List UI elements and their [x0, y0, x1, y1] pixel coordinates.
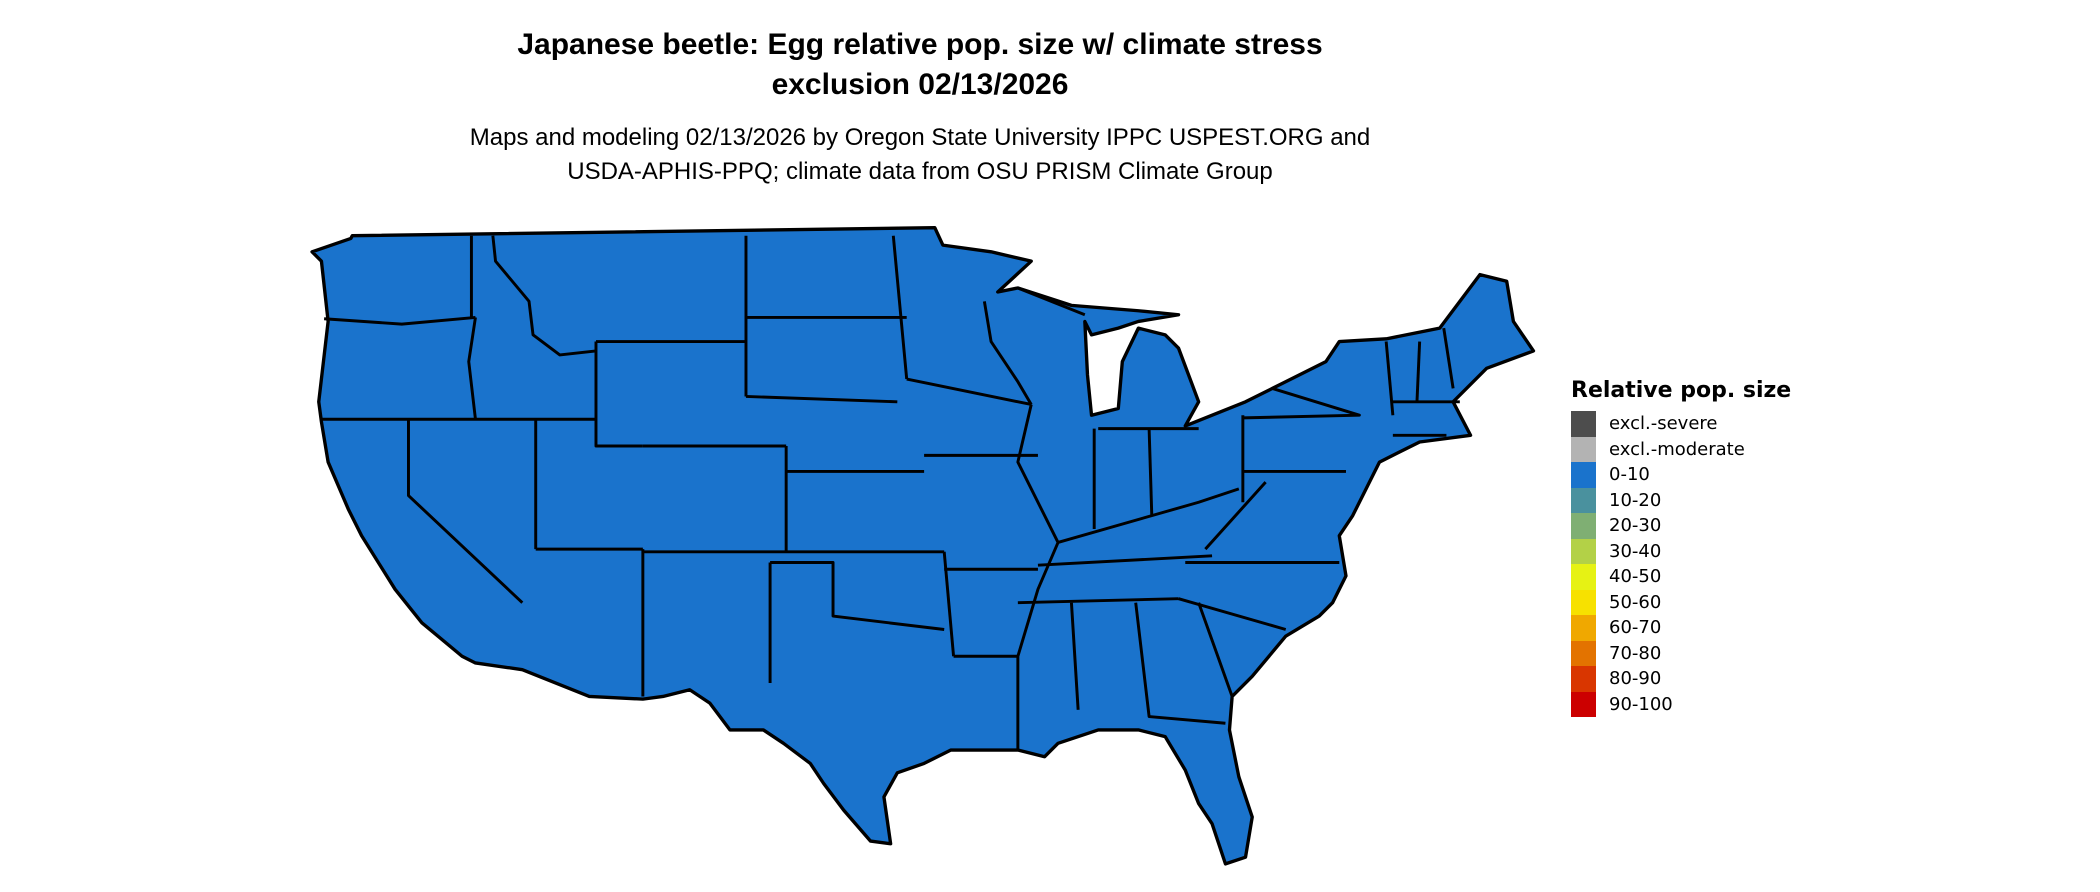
- legend-label: 0-10: [1609, 464, 1650, 486]
- legend-swatch: [1571, 564, 1596, 590]
- legend-label: 60-70: [1609, 617, 1662, 639]
- state-border: [1037, 554, 1213, 567]
- legend-swatch: [1571, 589, 1596, 615]
- state-border: [1017, 286, 1086, 317]
- state-border: [324, 315, 476, 326]
- legend-item: 80-90: [1571, 666, 1791, 692]
- state-border: [982, 301, 1033, 406]
- legend-swatch: [1571, 691, 1596, 717]
- legend-swatch: [1571, 538, 1596, 564]
- legend: Relative pop. size excl.-severe excl.-mod…: [1571, 378, 1791, 717]
- state-border: [467, 317, 477, 420]
- state-border: [1415, 341, 1422, 402]
- legend-swatch: [1571, 615, 1596, 641]
- legend-item: 0-10: [1571, 462, 1791, 488]
- legend-swatch: [1571, 487, 1596, 513]
- legend-item: 90-100: [1571, 691, 1791, 717]
- map-title-line1: Japanese beetle: Egg relative pop. size …: [517, 28, 1323, 61]
- legend-swatch: [1571, 436, 1596, 462]
- legend-label: 30-40: [1609, 540, 1662, 562]
- us-outline: [310, 226, 1536, 866]
- state-borders: [321, 235, 1460, 751]
- legend-item: 30-40: [1571, 538, 1791, 564]
- legend-swatch: [1571, 640, 1596, 666]
- legend-swatch: [1571, 513, 1596, 539]
- subtitle-line1: Maps and modeling 02/13/2026 by Oregon S…: [469, 124, 1371, 151]
- state-border: [1057, 487, 1240, 544]
- legend-label: excl.-moderate: [1609, 438, 1745, 460]
- state-border: [594, 341, 643, 448]
- state-border: [491, 235, 597, 357]
- state-border: [745, 394, 898, 404]
- state-border: [1134, 602, 1226, 725]
- state-border: [1242, 387, 1361, 420]
- state-border: [1442, 327, 1455, 389]
- state-border: [1017, 597, 1179, 605]
- map-title-line2: exclusion 02/13/2026: [771, 68, 1069, 101]
- state-border: [891, 235, 909, 380]
- legend-label: 10-20: [1609, 489, 1662, 511]
- legend-item: 10-20: [1571, 487, 1791, 513]
- subtitle-line2: USDA-APHIS-PPQ; climate data from OSU PR…: [567, 158, 1273, 185]
- state-border: [1197, 602, 1234, 697]
- legend-label: 90-100: [1609, 693, 1673, 715]
- legend-item: 40-50: [1571, 564, 1791, 590]
- state-border: [407, 419, 524, 604]
- legend-label: 20-30: [1609, 515, 1662, 537]
- legend-label: 80-90: [1609, 668, 1662, 690]
- legend-item: 50-60: [1571, 589, 1791, 615]
- legend-label: 40-50: [1609, 566, 1662, 588]
- legend-item: 60-70: [1571, 615, 1791, 641]
- state-border: [1069, 602, 1080, 710]
- legend-label: excl.-severe: [1609, 413, 1718, 435]
- state-border: [1384, 341, 1395, 416]
- legend-item: excl.-severe: [1571, 411, 1791, 437]
- state-border: [1178, 597, 1287, 631]
- legend-swatch: [1571, 666, 1596, 692]
- state-border: [1204, 481, 1267, 551]
- legend-swatch: [1571, 462, 1596, 488]
- state-border: [770, 561, 945, 631]
- legend-label: 50-60: [1609, 591, 1662, 613]
- legend-label: 70-80: [1609, 642, 1662, 664]
- legend-item: excl.-moderate: [1571, 436, 1791, 462]
- legend-swatch: [1571, 411, 1596, 437]
- state-border: [906, 377, 1032, 406]
- state-border: [1147, 428, 1154, 516]
- legend-item: 20-30: [1571, 513, 1791, 539]
- legend-item: 70-80: [1571, 640, 1791, 666]
- legend-title: Relative pop. size: [1571, 378, 1792, 403]
